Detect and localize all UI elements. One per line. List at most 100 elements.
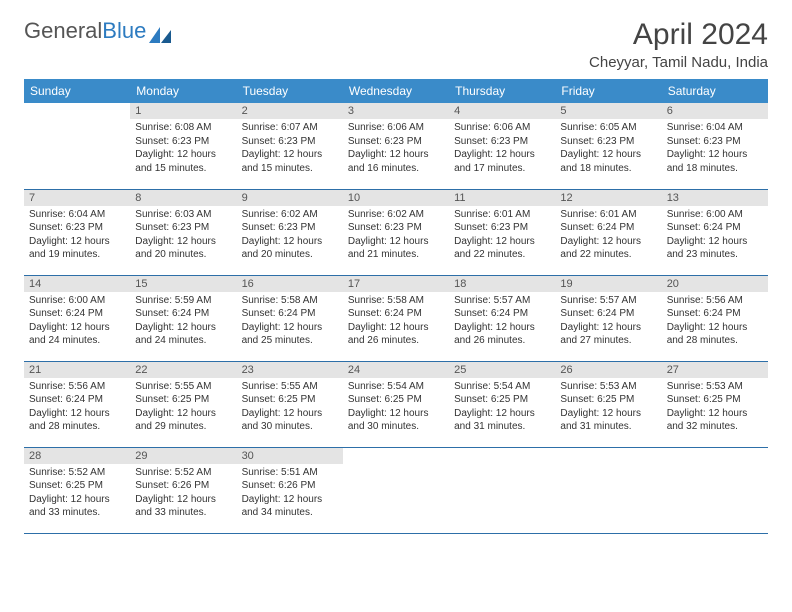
day-content: Sunrise: 5:56 AMSunset: 6:24 PMDaylight:…	[662, 292, 768, 352]
day-number: 29	[130, 448, 236, 464]
day-content: Sunrise: 5:59 AMSunset: 6:24 PMDaylight:…	[130, 292, 236, 352]
day-number: 5	[555, 103, 661, 119]
calendar-day-cell: 27Sunrise: 5:53 AMSunset: 6:25 PMDayligh…	[662, 361, 768, 447]
day-content: Sunrise: 6:00 AMSunset: 6:24 PMDaylight:…	[662, 206, 768, 266]
calendar-header-row: SundayMondayTuesdayWednesdayThursdayFrid…	[24, 79, 768, 103]
calendar-day-cell: 1Sunrise: 6:08 AMSunset: 6:23 PMDaylight…	[130, 103, 236, 189]
day-content: Sunrise: 5:53 AMSunset: 6:25 PMDaylight:…	[662, 378, 768, 438]
day-number: 2	[237, 103, 343, 119]
weekday-header: Tuesday	[237, 79, 343, 103]
calendar-day-cell: 15Sunrise: 5:59 AMSunset: 6:24 PMDayligh…	[130, 275, 236, 361]
weekday-header: Wednesday	[343, 79, 449, 103]
day-number: 11	[449, 190, 555, 206]
calendar-day-cell: 4Sunrise: 6:06 AMSunset: 6:23 PMDaylight…	[449, 103, 555, 189]
calendar-week-row: 14Sunrise: 6:00 AMSunset: 6:24 PMDayligh…	[24, 275, 768, 361]
calendar-day-cell: 30Sunrise: 5:51 AMSunset: 6:26 PMDayligh…	[237, 447, 343, 533]
calendar-day-cell: 24Sunrise: 5:54 AMSunset: 6:25 PMDayligh…	[343, 361, 449, 447]
calendar-day-cell: 18Sunrise: 5:57 AMSunset: 6:24 PMDayligh…	[449, 275, 555, 361]
day-number: 21	[24, 362, 130, 378]
brand-part2: Blue	[102, 18, 146, 44]
calendar-day-cell: 23Sunrise: 5:55 AMSunset: 6:25 PMDayligh…	[237, 361, 343, 447]
day-number: 6	[662, 103, 768, 119]
calendar-day-cell	[555, 447, 661, 533]
day-content: Sunrise: 6:05 AMSunset: 6:23 PMDaylight:…	[555, 119, 661, 179]
calendar-day-cell: 22Sunrise: 5:55 AMSunset: 6:25 PMDayligh…	[130, 361, 236, 447]
day-content: Sunrise: 6:02 AMSunset: 6:23 PMDaylight:…	[343, 206, 449, 266]
day-content: Sunrise: 5:58 AMSunset: 6:24 PMDaylight:…	[237, 292, 343, 352]
day-number: 12	[555, 190, 661, 206]
calendar-day-cell: 7Sunrise: 6:04 AMSunset: 6:23 PMDaylight…	[24, 189, 130, 275]
day-number: 3	[343, 103, 449, 119]
day-content: Sunrise: 6:04 AMSunset: 6:23 PMDaylight:…	[24, 206, 130, 266]
calendar-week-row: 21Sunrise: 5:56 AMSunset: 6:24 PMDayligh…	[24, 361, 768, 447]
day-content: Sunrise: 6:01 AMSunset: 6:23 PMDaylight:…	[449, 206, 555, 266]
calendar-day-cell: 5Sunrise: 6:05 AMSunset: 6:23 PMDaylight…	[555, 103, 661, 189]
calendar-day-cell: 9Sunrise: 6:02 AMSunset: 6:23 PMDaylight…	[237, 189, 343, 275]
day-content: Sunrise: 6:00 AMSunset: 6:24 PMDaylight:…	[24, 292, 130, 352]
day-number: 30	[237, 448, 343, 464]
day-number: 24	[343, 362, 449, 378]
day-number: 25	[449, 362, 555, 378]
calendar-day-cell: 11Sunrise: 6:01 AMSunset: 6:23 PMDayligh…	[449, 189, 555, 275]
day-content: Sunrise: 5:51 AMSunset: 6:26 PMDaylight:…	[237, 464, 343, 524]
calendar-week-row: 7Sunrise: 6:04 AMSunset: 6:23 PMDaylight…	[24, 189, 768, 275]
day-content: Sunrise: 6:02 AMSunset: 6:23 PMDaylight:…	[237, 206, 343, 266]
day-number: 20	[662, 276, 768, 292]
day-number: 9	[237, 190, 343, 206]
month-title: April 2024	[589, 18, 768, 52]
day-content: Sunrise: 5:52 AMSunset: 6:26 PMDaylight:…	[130, 464, 236, 524]
day-content: Sunrise: 5:52 AMSunset: 6:25 PMDaylight:…	[24, 464, 130, 524]
day-content: Sunrise: 5:56 AMSunset: 6:24 PMDaylight:…	[24, 378, 130, 438]
day-number: 17	[343, 276, 449, 292]
page-header: GeneralBlue April 2024 Cheyyar, Tamil Na…	[24, 18, 768, 71]
day-number: 27	[662, 362, 768, 378]
day-number: 10	[343, 190, 449, 206]
calendar-day-cell: 2Sunrise: 6:07 AMSunset: 6:23 PMDaylight…	[237, 103, 343, 189]
day-content: Sunrise: 6:06 AMSunset: 6:23 PMDaylight:…	[343, 119, 449, 179]
calendar-body: 1Sunrise: 6:08 AMSunset: 6:23 PMDaylight…	[24, 103, 768, 533]
brand-part1: General	[24, 18, 102, 44]
calendar-day-cell: 20Sunrise: 5:56 AMSunset: 6:24 PMDayligh…	[662, 275, 768, 361]
calendar-day-cell: 19Sunrise: 5:57 AMSunset: 6:24 PMDayligh…	[555, 275, 661, 361]
day-number: 16	[237, 276, 343, 292]
day-content: Sunrise: 5:58 AMSunset: 6:24 PMDaylight:…	[343, 292, 449, 352]
location-text: Cheyyar, Tamil Nadu, India	[589, 54, 768, 71]
day-content: Sunrise: 5:57 AMSunset: 6:24 PMDaylight:…	[449, 292, 555, 352]
calendar-day-cell: 10Sunrise: 6:02 AMSunset: 6:23 PMDayligh…	[343, 189, 449, 275]
calendar-day-cell: 21Sunrise: 5:56 AMSunset: 6:24 PMDayligh…	[24, 361, 130, 447]
calendar-day-cell	[24, 103, 130, 189]
weekday-header: Monday	[130, 79, 236, 103]
logo-sail-icon	[149, 23, 171, 39]
title-block: April 2024 Cheyyar, Tamil Nadu, India	[589, 18, 768, 71]
day-number: 13	[662, 190, 768, 206]
day-content: Sunrise: 6:08 AMSunset: 6:23 PMDaylight:…	[130, 119, 236, 179]
weekday-header: Friday	[555, 79, 661, 103]
weekday-header: Sunday	[24, 79, 130, 103]
calendar-day-cell: 6Sunrise: 6:04 AMSunset: 6:23 PMDaylight…	[662, 103, 768, 189]
day-number: 19	[555, 276, 661, 292]
day-number: 26	[555, 362, 661, 378]
calendar-week-row: 1Sunrise: 6:08 AMSunset: 6:23 PMDaylight…	[24, 103, 768, 189]
day-number: 22	[130, 362, 236, 378]
calendar-day-cell: 3Sunrise: 6:06 AMSunset: 6:23 PMDaylight…	[343, 103, 449, 189]
calendar-day-cell: 14Sunrise: 6:00 AMSunset: 6:24 PMDayligh…	[24, 275, 130, 361]
day-number: 28	[24, 448, 130, 464]
day-number: 1	[130, 103, 236, 119]
day-content: Sunrise: 6:03 AMSunset: 6:23 PMDaylight:…	[130, 206, 236, 266]
calendar-day-cell: 25Sunrise: 5:54 AMSunset: 6:25 PMDayligh…	[449, 361, 555, 447]
day-content: Sunrise: 5:54 AMSunset: 6:25 PMDaylight:…	[343, 378, 449, 438]
weekday-header: Saturday	[662, 79, 768, 103]
day-number: 14	[24, 276, 130, 292]
brand-logo: GeneralBlue	[24, 18, 171, 44]
weekday-header: Thursday	[449, 79, 555, 103]
day-content: Sunrise: 6:07 AMSunset: 6:23 PMDaylight:…	[237, 119, 343, 179]
day-number: 23	[237, 362, 343, 378]
day-content: Sunrise: 5:57 AMSunset: 6:24 PMDaylight:…	[555, 292, 661, 352]
day-number: 4	[449, 103, 555, 119]
day-number: 7	[24, 190, 130, 206]
calendar-day-cell: 13Sunrise: 6:00 AMSunset: 6:24 PMDayligh…	[662, 189, 768, 275]
day-content: Sunrise: 5:55 AMSunset: 6:25 PMDaylight:…	[237, 378, 343, 438]
day-number: 18	[449, 276, 555, 292]
day-content: Sunrise: 5:54 AMSunset: 6:25 PMDaylight:…	[449, 378, 555, 438]
day-number: 8	[130, 190, 236, 206]
